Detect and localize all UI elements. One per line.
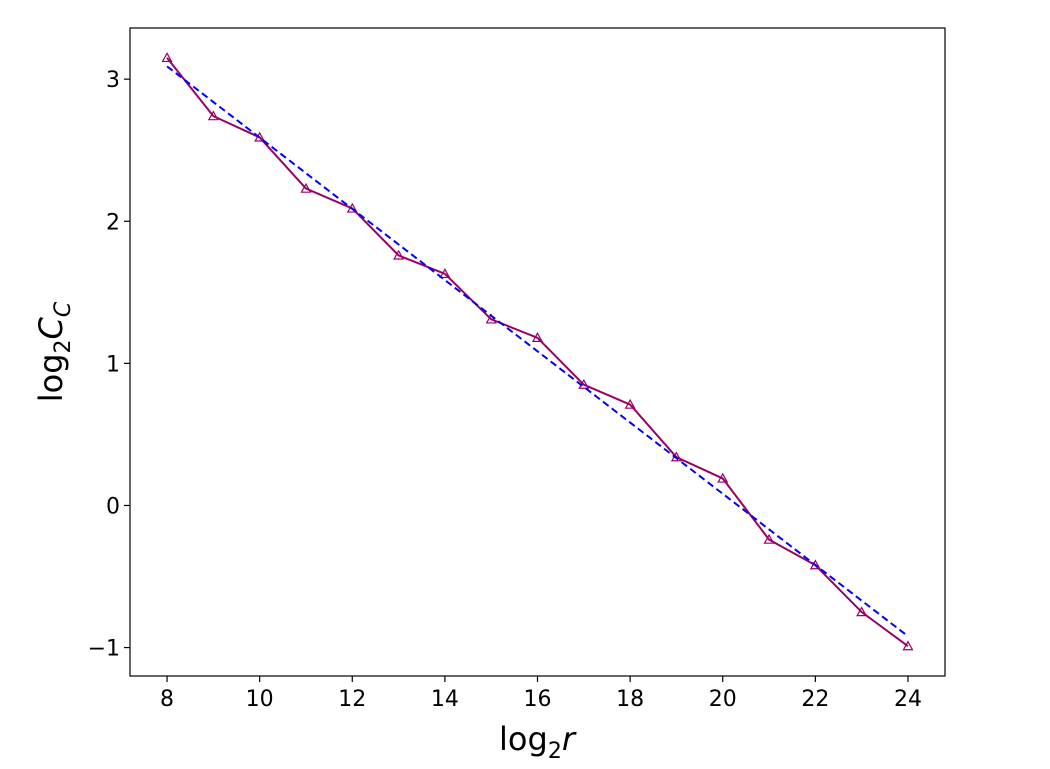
marker [300, 182, 312, 193]
x-tick-label: 20 [709, 687, 737, 712]
y-label-sub2: C [51, 301, 76, 317]
marker [485, 313, 497, 324]
marker [717, 472, 729, 483]
marker [809, 559, 821, 570]
x-tick-label: 14 [431, 687, 459, 712]
marker [531, 332, 544, 342]
marker [624, 398, 636, 409]
x-tick-label: 16 [524, 687, 552, 712]
y-label-sub: 2 [51, 339, 76, 353]
marker [393, 249, 405, 260]
marker [763, 533, 775, 544]
x-tick-label: 10 [246, 687, 274, 712]
x-label-var: r [562, 720, 577, 758]
x-tick-label: 22 [801, 687, 829, 712]
x-tick-label: 24 [894, 687, 922, 712]
y-axis-label: log2CC [32, 301, 76, 402]
data-line [166, 57, 909, 647]
x-tick-label: 18 [616, 687, 644, 712]
x-axis-label: log2r [499, 720, 577, 764]
x-tick-label: 8 [160, 687, 174, 712]
y-label-var: C [32, 316, 70, 339]
marker [161, 52, 173, 63]
y-label-text: log [32, 353, 70, 402]
x-label-sub: 2 [548, 739, 562, 764]
marker [207, 110, 219, 121]
x-label-text: log [499, 720, 548, 758]
y-tick-label: 2 [106, 210, 120, 235]
y-tick-label: 1 [106, 352, 120, 377]
marker [856, 606, 868, 617]
marker [902, 640, 914, 651]
y-tick-label: −1 [88, 637, 120, 662]
marker [439, 268, 451, 279]
x-tick-label: 12 [338, 687, 366, 712]
y-tick-label: 0 [106, 494, 120, 519]
fit-line [166, 65, 909, 638]
y-tick-label: 3 [106, 68, 120, 93]
